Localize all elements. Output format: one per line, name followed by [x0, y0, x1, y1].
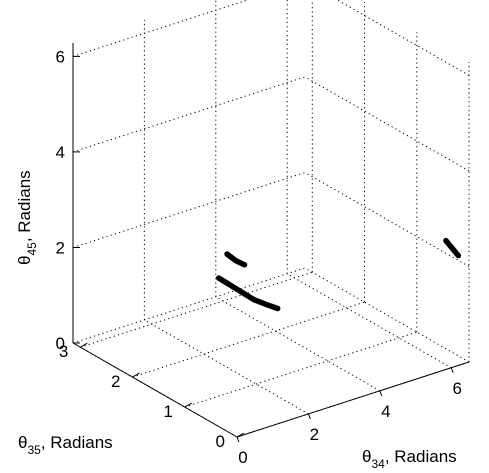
x-axis-line: [236, 361, 470, 438]
grid-line: [72, 0, 250, 57]
grid-line: [144, 319, 309, 415]
grid-line: [215, 296, 381, 392]
y-tick-label: 3: [59, 342, 68, 361]
grid-line: [80, 271, 313, 348]
z-axis-label: θ45, Radians: [15, 170, 39, 265]
y-axis-label: θ35, Radians: [18, 433, 113, 457]
y-tick-label: 0: [216, 432, 225, 451]
y-tick-mark: [184, 402, 193, 408]
grid-line: [72, 267, 306, 344]
grid-line: [72, 172, 306, 248]
x-tick-label: 4: [381, 402, 390, 421]
x-tick-mark: [307, 413, 311, 420]
x-axis-label: θ34, Radians: [362, 447, 457, 471]
x-tick-label: 0: [238, 448, 247, 467]
x-tick-mark: [450, 367, 454, 373]
x-tick-mark: [379, 390, 383, 396]
grid-line: [286, 273, 452, 369]
y-tick-mark: [236, 432, 245, 438]
data-series-1: [215, 275, 281, 312]
grid-line: [184, 331, 417, 408]
grid-line: [304, 267, 470, 363]
grid-lines: [72, 0, 470, 438]
z-tick-label: 4: [56, 143, 65, 162]
x-tick-mark: [236, 436, 240, 443]
y-tick-label: 2: [111, 372, 120, 391]
z-tick-label: 0: [56, 334, 65, 353]
data-series-3: [443, 237, 462, 259]
grid-line: [132, 301, 365, 378]
grid-line: [336, 0, 470, 76]
x-tick-label: 6: [452, 379, 461, 398]
y-tick-label: 1: [163, 402, 172, 421]
grid-line: [72, 76, 306, 153]
y-tick-mark: [132, 372, 140, 378]
grid-line: [304, 172, 470, 267]
y-tick-mark: [80, 342, 88, 348]
y-axis-line: [72, 342, 238, 438]
x-tick-label: 2: [310, 425, 319, 444]
axes: [72, 43, 470, 443]
data-series: [215, 237, 462, 312]
z-tick-label: 6: [56, 47, 65, 66]
z-tick-label: 2: [56, 239, 65, 258]
data-series-2: [224, 251, 248, 268]
grid-line: [304, 76, 470, 172]
